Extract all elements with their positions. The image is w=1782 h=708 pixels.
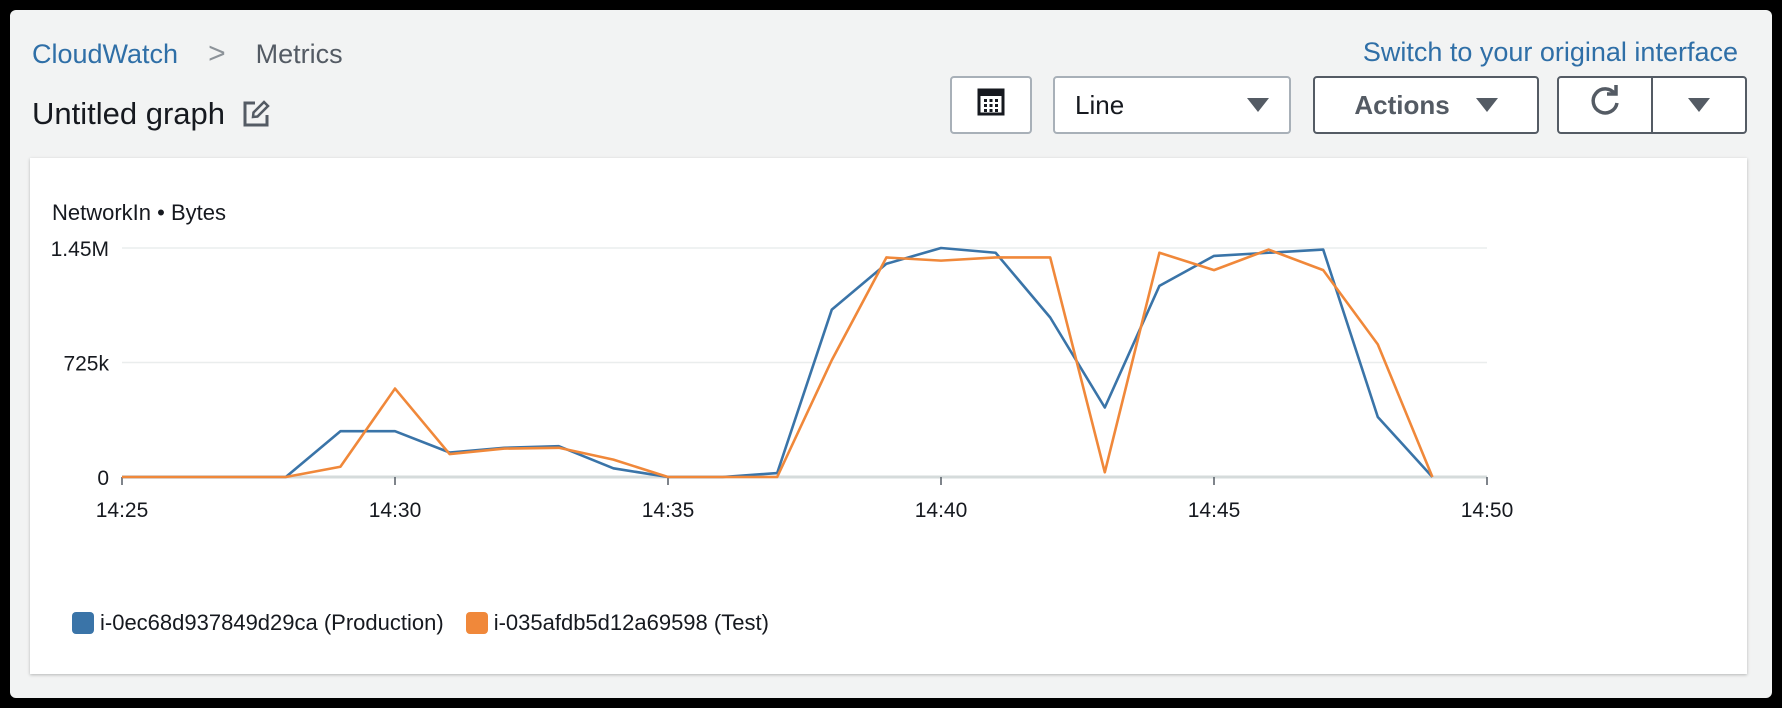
title-row: Untitled graph — [32, 96, 271, 132]
app-window: CloudWatch > Metrics Switch to your orig… — [10, 10, 1772, 698]
chart-title: NetworkIn • Bytes — [52, 200, 226, 225]
caret-down-icon — [1688, 98, 1710, 112]
line-chart: NetworkIn • Bytes 0 725k 1.45M 14:25 14:30 14… — [51, 200, 1514, 522]
legend-label-production: i-0ec68d937849d29ca (Production) — [100, 610, 444, 635]
refresh-icon — [1587, 84, 1623, 127]
graph-title: Untitled graph — [32, 96, 226, 131]
edit-icon[interactable] — [241, 99, 271, 129]
legend-swatch-test — [465, 612, 488, 634]
y-tick-label: 725k — [63, 353, 109, 376]
y-tick-label: 1.45M — [51, 238, 109, 261]
x-tick-label: 14:40 — [915, 499, 968, 522]
table-view-button[interactable] — [950, 76, 1032, 134]
breadcrumb: CloudWatch > Metrics — [32, 37, 343, 71]
breadcrumb-separator: > — [208, 37, 226, 70]
legend-label-test: i-035afdb5d12a69598 (Test) — [493, 610, 769, 635]
breadcrumb-current: Metrics — [255, 38, 343, 69]
chart-legend: i-0ec68d937849d29ca (Production) i-035af… — [72, 610, 791, 636]
graph-panel: NetworkIn • Bytes 0 725k 1.45M 14:25 14:30 14… — [30, 158, 1747, 674]
legend-item-test[interactable]: i-035afdb5d12a69598 (Test) — [465, 610, 769, 636]
series-line-production[interactable] — [122, 246, 1434, 479]
chart-type-select[interactable]: Line — [1053, 76, 1291, 134]
legend-item-production[interactable]: i-0ec68d937849d29ca (Production) — [72, 610, 444, 636]
x-tick-label: 14:25 — [96, 499, 149, 522]
actions-label: Actions — [1354, 89, 1450, 120]
table-icon — [977, 88, 1005, 123]
actions-button[interactable]: Actions — [1313, 76, 1539, 134]
x-tick-label: 14:50 — [1461, 499, 1514, 522]
switch-interface-link[interactable]: Switch to your original interface — [1362, 37, 1738, 67]
x-tick-label: 14:35 — [642, 499, 695, 522]
legend-swatch-production — [72, 612, 94, 634]
x-tick-label: 14:30 — [369, 499, 422, 522]
refresh-options-button[interactable] — [1651, 76, 1747, 134]
x-tick-label: 14:45 — [1188, 499, 1241, 522]
caret-down-icon — [1475, 98, 1498, 112]
series-line-test[interactable] — [122, 248, 1434, 479]
chart-type-value: Line — [1075, 89, 1125, 120]
refresh-button[interactable] — [1557, 76, 1653, 134]
chevron-down-icon — [1247, 98, 1269, 112]
y-tick-label: 0 — [97, 467, 109, 490]
breadcrumb-cloudwatch-link[interactable]: CloudWatch — [32, 38, 179, 69]
